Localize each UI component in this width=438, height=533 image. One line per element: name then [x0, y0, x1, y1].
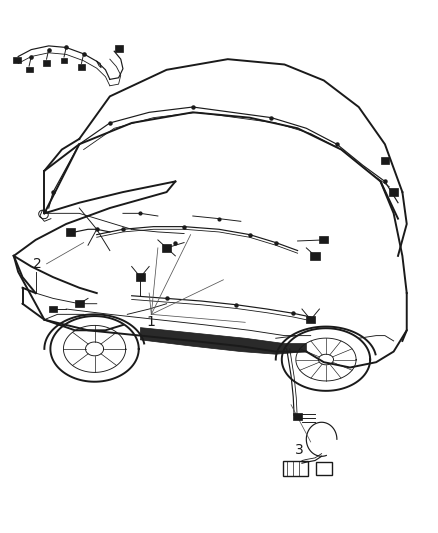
- FancyBboxPatch shape: [60, 58, 67, 63]
- FancyBboxPatch shape: [49, 306, 57, 312]
- FancyBboxPatch shape: [136, 273, 145, 281]
- FancyBboxPatch shape: [78, 64, 85, 70]
- Text: 2: 2: [33, 257, 42, 271]
- FancyBboxPatch shape: [25, 67, 32, 72]
- FancyBboxPatch shape: [389, 188, 399, 196]
- FancyBboxPatch shape: [319, 237, 328, 244]
- FancyBboxPatch shape: [115, 45, 124, 52]
- FancyBboxPatch shape: [162, 244, 171, 252]
- Text: 1: 1: [147, 316, 156, 329]
- FancyBboxPatch shape: [293, 413, 302, 420]
- Text: 3: 3: [295, 443, 304, 457]
- FancyBboxPatch shape: [13, 57, 21, 63]
- FancyBboxPatch shape: [75, 300, 84, 307]
- FancyBboxPatch shape: [66, 228, 75, 236]
- FancyBboxPatch shape: [381, 157, 389, 164]
- FancyBboxPatch shape: [43, 60, 50, 66]
- FancyBboxPatch shape: [310, 252, 320, 260]
- Polygon shape: [141, 328, 306, 354]
- FancyBboxPatch shape: [306, 316, 315, 324]
